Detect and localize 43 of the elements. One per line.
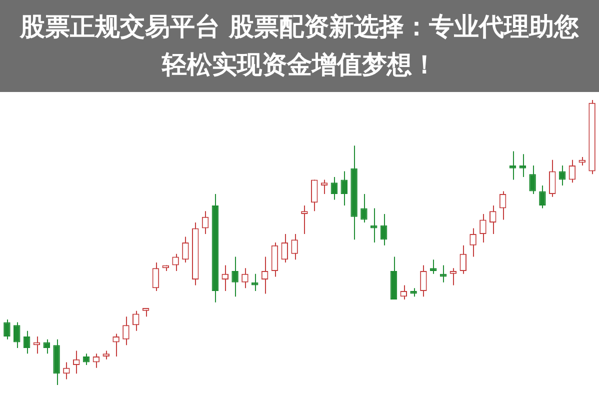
candlestick: [340, 170, 348, 206]
candlestick: [182, 236, 189, 263]
candlestick: [311, 179, 318, 212]
candlestick: [222, 264, 228, 292]
candlestick: [558, 165, 566, 186]
candlestick: [549, 159, 556, 198]
candlestick: [82, 353, 90, 366]
chart-title: 股票正规交易平台 股票配资新选择：专业代理助您轻松实现资金增值梦想！: [20, 11, 580, 81]
candlestick: [271, 242, 278, 278]
candlestick: [232, 256, 238, 298]
candlestick: [490, 204, 496, 234]
candlestick: [330, 176, 338, 200]
candlestick: [568, 159, 576, 184]
candlestick: [43, 338, 50, 354]
candlestick: [529, 165, 536, 195]
candlestick: [73, 350, 80, 374]
candlestick: [63, 362, 70, 380]
candlestick: [291, 233, 298, 260]
candlestick: [380, 214, 388, 246]
candlestick: [252, 273, 258, 292]
candlestick: [470, 228, 476, 258]
candlestick: [430, 259, 437, 274]
candlestick: [301, 204, 308, 234]
candlestick: [152, 262, 160, 292]
candlestick: [360, 194, 368, 224]
candlestick: [122, 316, 130, 346]
candlestick: [132, 310, 140, 332]
candlestick: [4, 318, 10, 340]
candlestick: [509, 150, 516, 180]
candlestick: [14, 322, 20, 348]
candlestick: [450, 268, 457, 286]
candlestick: [281, 233, 288, 263]
candlestick: [112, 333, 120, 357]
candlestick: [202, 210, 209, 234]
candlestick: [480, 214, 486, 243]
candlestick: [519, 154, 526, 178]
candlestick: [23, 330, 30, 354]
candlestick: [539, 185, 546, 209]
candlestick: [499, 190, 506, 220]
candlestick: [460, 244, 466, 274]
candlestick: [370, 208, 378, 243]
candlestick: [320, 179, 328, 195]
candlestick: [420, 264, 427, 298]
